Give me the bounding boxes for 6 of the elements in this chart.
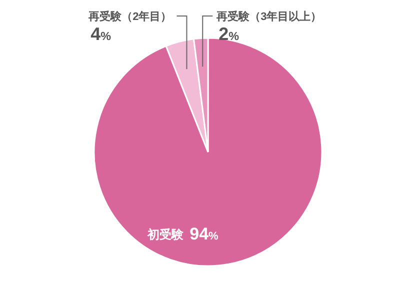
data-label: 4% [90,24,112,44]
data-label: 94% [190,224,219,244]
slice-label: 再受験（2年目） [88,10,172,23]
data-label: 2% [218,24,240,44]
slice-label: 再受験（3年目以上） [216,10,322,23]
slice-label: 初受験 [146,227,185,242]
